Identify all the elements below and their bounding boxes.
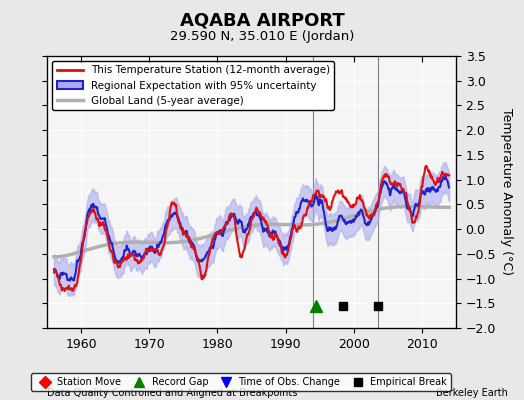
This Temperature Station (12-month average)	[189, 242, 195, 247]
Global Land (5-year average)	[446, 205, 452, 210]
This Temperature Station (12-month average)	[423, 164, 430, 168]
Regional Expectation with 95% uncertainty	[189, 242, 195, 246]
Global Land (5-year average)	[189, 238, 195, 243]
This Temperature Station (12-month average)	[446, 173, 452, 178]
This Temperature Station (12-month average)	[418, 192, 424, 197]
Global Land (5-year average)	[149, 240, 155, 245]
This Temperature Station (12-month average)	[149, 248, 156, 253]
Global Land (5-year average)	[313, 222, 319, 227]
Regional Expectation with 95% uncertainty	[414, 204, 420, 208]
Line: Global Land (5-year average): Global Land (5-year average)	[54, 206, 449, 257]
Regional Expectation with 95% uncertainty	[149, 245, 156, 250]
Line: This Temperature Station (12-month average): This Temperature Station (12-month avera…	[54, 166, 449, 291]
Global Land (5-year average)	[405, 204, 411, 209]
This Temperature Station (12-month average)	[51, 270, 57, 275]
Global Land (5-year average)	[418, 204, 424, 209]
Regional Expectation with 95% uncertainty	[313, 196, 320, 201]
Line: Regional Expectation with 95% uncertainty: Regional Expectation with 95% uncertaint…	[54, 176, 449, 281]
Text: Berkeley Earth: Berkeley Earth	[436, 388, 508, 398]
This Temperature Station (12-month average)	[414, 213, 420, 218]
Global Land (5-year average)	[340, 216, 346, 221]
Legend: Station Move, Record Gap, Time of Obs. Change, Empirical Break: Station Move, Record Gap, Time of Obs. C…	[31, 373, 451, 391]
This Temperature Station (12-month average)	[62, 289, 68, 294]
Regional Expectation with 95% uncertainty	[340, 217, 346, 222]
Regional Expectation with 95% uncertainty	[418, 192, 424, 197]
Text: AQABA AIRPORT: AQABA AIRPORT	[180, 12, 344, 30]
Global Land (5-year average)	[51, 254, 57, 259]
This Temperature Station (12-month average)	[313, 188, 320, 193]
Text: 29.590 N, 35.010 E (Jordan): 29.590 N, 35.010 E (Jordan)	[170, 30, 354, 43]
Global Land (5-year average)	[414, 204, 420, 209]
Y-axis label: Temperature Anomaly (°C): Temperature Anomaly (°C)	[500, 108, 513, 276]
Regional Expectation with 95% uncertainty	[51, 267, 57, 272]
Regional Expectation with 95% uncertainty	[446, 185, 452, 190]
Regional Expectation with 95% uncertainty	[67, 278, 73, 283]
Text: Data Quality Controlled and Aligned at Breakpoints: Data Quality Controlled and Aligned at B…	[47, 388, 298, 398]
This Temperature Station (12-month average)	[340, 194, 346, 199]
Regional Expectation with 95% uncertainty	[442, 174, 449, 178]
Legend: This Temperature Station (12-month average), Regional Expectation with 95% uncer: This Temperature Station (12-month avera…	[52, 61, 334, 110]
